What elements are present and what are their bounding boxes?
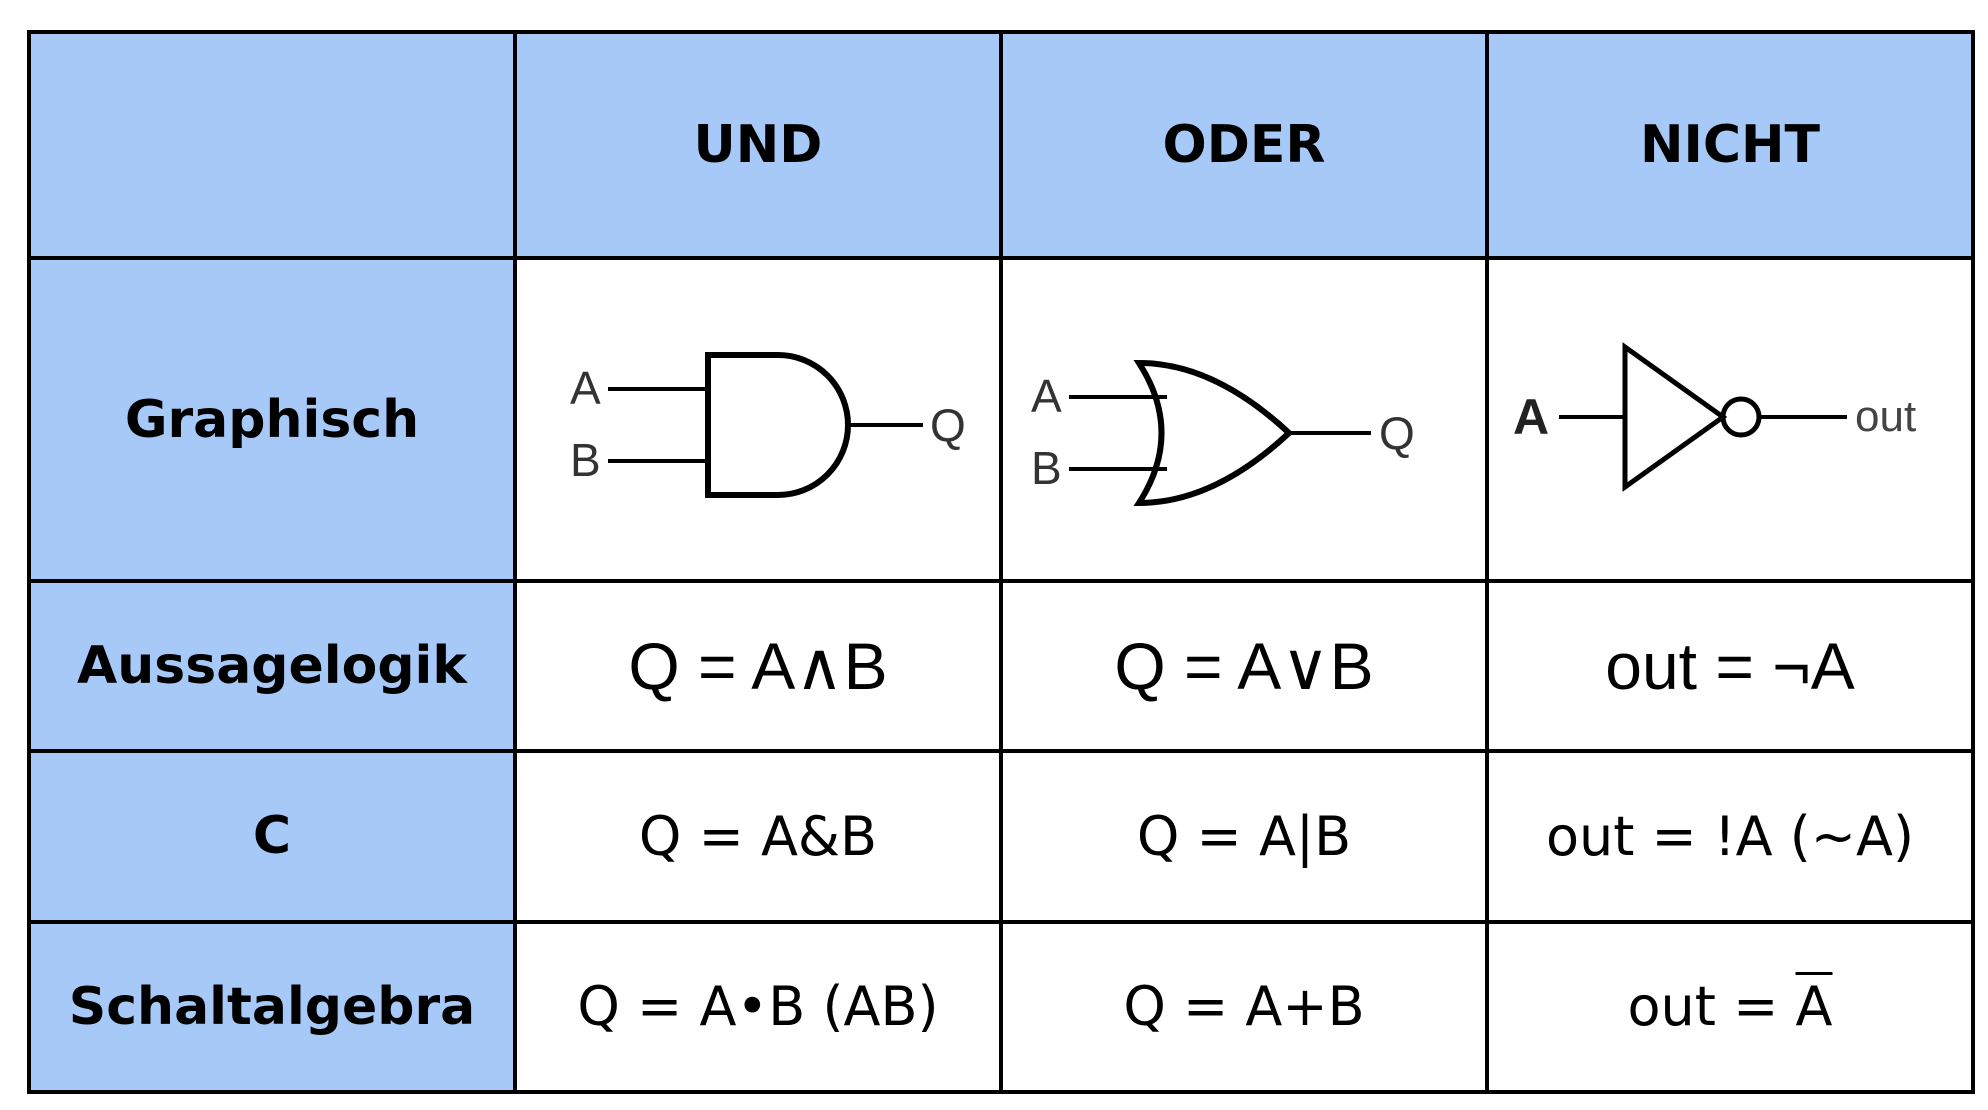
- schaltalgebra-nicht-prefix: out =: [1627, 975, 1796, 1039]
- header-und: UND: [513, 29, 1003, 261]
- schaltalgebra-row: Schaltalgebra Q = A•B (AB) Q = A+B out =…: [27, 919, 1975, 1095]
- header-oder: ODER: [999, 29, 1489, 261]
- not-input-a-label: A: [1513, 389, 1549, 445]
- row-label-graphisch: Graphisch: [27, 256, 517, 584]
- c-row: C Q = A&B Q = A|B out = !A (~A): [27, 749, 1975, 924]
- schaltalgebra-oder: Q = A+B: [999, 919, 1489, 1095]
- and-output-label: Q: [930, 399, 966, 451]
- not-output-label: out: [1855, 392, 1916, 441]
- graphisch-row: Graphisch A B Q A B Q: [27, 256, 1975, 584]
- header-corner-cell: [27, 29, 517, 261]
- or-output-label: Q: [1379, 407, 1415, 459]
- c-und: Q = A&B: [513, 749, 1003, 924]
- aussagelogik-oder: Q = A∨B: [999, 579, 1489, 754]
- aussagelogik-und: Q = A∧B: [513, 579, 1003, 754]
- row-label-aussagelogik: Aussagelogik: [27, 579, 517, 754]
- row-label-schaltalgebra: Schaltalgebra: [27, 919, 517, 1095]
- aussagelogik-row: Aussagelogik Q = A∧B Q = A∨B out = ¬A: [27, 579, 1975, 754]
- schaltalgebra-nicht: out = A: [1485, 919, 1975, 1095]
- and-gate-cell: A B Q: [513, 256, 1003, 584]
- or-input-a-label: A: [1031, 370, 1062, 422]
- or-input-b-label: B: [1031, 442, 1062, 494]
- schaltalgebra-und: Q = A•B (AB): [513, 919, 1003, 1095]
- header-row: UND ODER NICHT: [27, 29, 1975, 261]
- logic-gates-table: UND ODER NICHT Graphisch A B Q A: [27, 29, 1975, 1095]
- not-gate-symbol: A out: [1513, 342, 1916, 493]
- c-nicht: out = !A (~A): [1485, 749, 1975, 924]
- aussagelogik-nicht: out = ¬A: [1485, 579, 1975, 754]
- not-gate-cell: A out: [1485, 256, 1975, 584]
- and-input-b-label: B: [570, 434, 601, 486]
- c-oder: Q = A|B: [999, 749, 1489, 924]
- and-input-a-label: A: [570, 362, 601, 414]
- schaltalgebra-nicht-overlined-a: A: [1795, 975, 1833, 1039]
- or-gate-symbol: A B Q: [1031, 360, 1415, 507]
- and-gate-symbol: A B Q: [570, 352, 966, 499]
- or-gate-cell: A B Q: [999, 256, 1489, 584]
- row-label-c: C: [27, 749, 517, 924]
- header-nicht: NICHT: [1485, 29, 1975, 261]
